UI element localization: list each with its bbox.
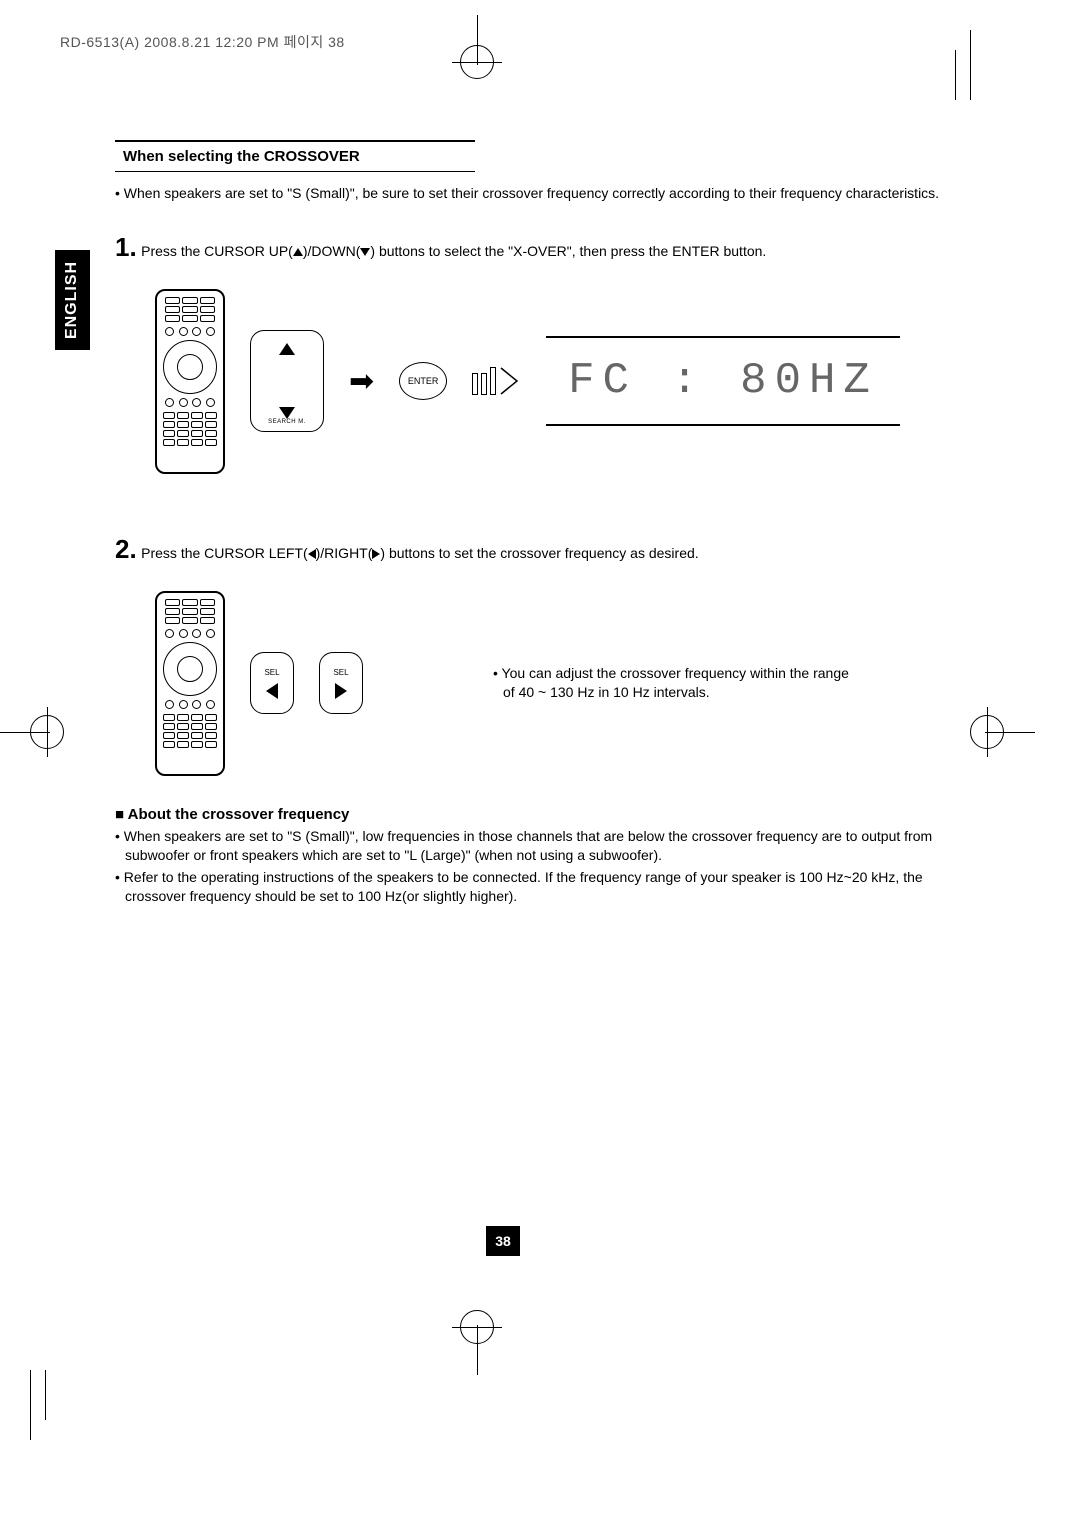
step-1: 1. Press the CURSOR UP()/DOWN() buttons … [115, 232, 940, 263]
cursor-left-control: SEL [250, 652, 294, 714]
triangle-right-icon [335, 683, 347, 699]
sel-label: SEL [264, 668, 279, 677]
step-number: 2. [115, 534, 137, 564]
remote-illustration [155, 289, 225, 474]
triangle-down-icon [279, 407, 295, 419]
lcd-display: FC : 80HZ [546, 336, 900, 426]
search-label: SEARCH M. [268, 419, 306, 425]
page-number: 38 [486, 1226, 520, 1256]
triangle-up-icon [279, 343, 295, 355]
step-number: 1. [115, 232, 137, 262]
cursor-updown-control: SEARCH M. [250, 330, 324, 432]
triangle-left-icon [308, 549, 316, 559]
step-2: 2. Press the CURSOR LEFT()/RIGHT() butto… [115, 534, 940, 565]
page-content: When selecting the CROSSOVER • When spea… [115, 140, 940, 907]
section-header: When selecting the CROSSOVER [115, 140, 475, 172]
step-text: Press the CURSOR UP()/DOWN() buttons to … [141, 243, 766, 259]
triangle-down-icon [360, 248, 370, 256]
chevron-right-icon [499, 366, 521, 396]
enter-button-illustration: ENTER [399, 362, 447, 400]
triangle-up-icon [293, 248, 303, 256]
side-note: • You can adjust the crossover frequency… [493, 664, 853, 703]
arrow-right-icon: ➡ [349, 364, 374, 399]
step-text: Press the CURSOR LEFT()/RIGHT() buttons … [141, 545, 699, 561]
intro-text: • When speakers are set to "S (Small)", … [115, 184, 940, 204]
diagram-step1: SEARCH M. ➡ ENTER FC : 80HZ [155, 289, 940, 474]
triangle-left-icon [266, 683, 278, 699]
trim-mark [955, 50, 956, 100]
about-bullet-1: • When speakers are set to "S (Small)", … [115, 827, 940, 866]
language-tab: ENGLISH [55, 250, 90, 350]
about-heading: About the crossover frequency [115, 806, 940, 823]
cursor-right-control: SEL [319, 652, 363, 714]
trim-mark [30, 1370, 31, 1440]
trim-mark [970, 30, 971, 100]
display-icon [472, 366, 521, 396]
remote-illustration [155, 591, 225, 776]
sel-label: SEL [333, 668, 348, 677]
diagram-step2: SEL SEL • You can adjust the crossover f… [155, 591, 940, 776]
trim-mark [45, 1370, 46, 1420]
document-header: RD-6513(A) 2008.8.21 12:20 PM 페이지 38 [60, 32, 345, 52]
language-label: ENGLISH [64, 261, 82, 339]
about-bullet-2: • Refer to the operating instructions of… [115, 868, 940, 907]
